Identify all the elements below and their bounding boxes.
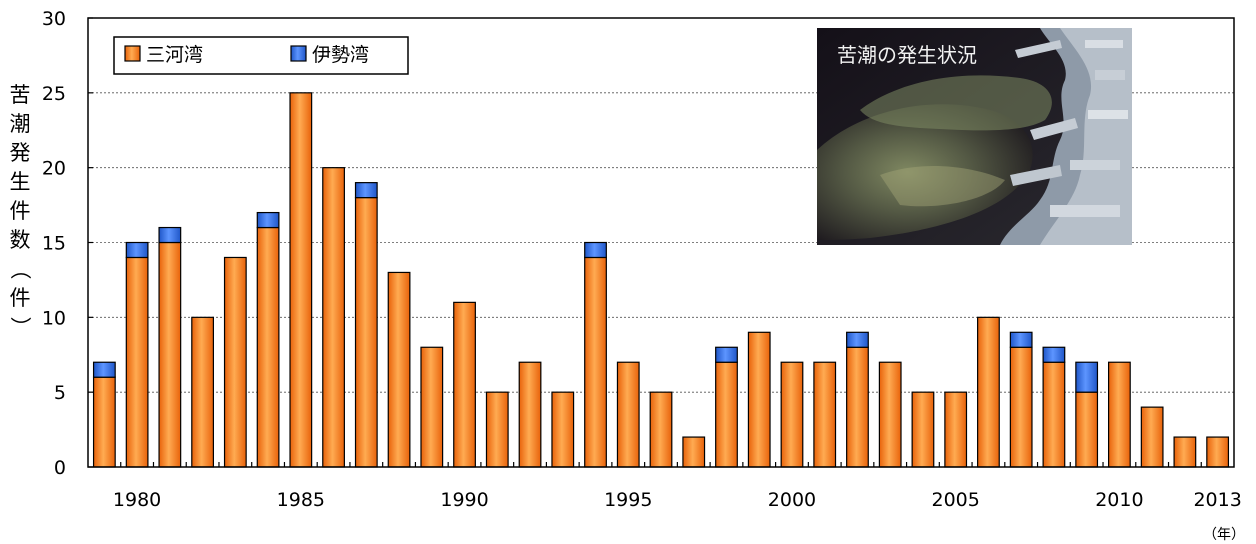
x-tick-label: 2005 bbox=[932, 489, 980, 511]
bar-mikawa-1979 bbox=[92, 376, 116, 468]
bar-mikawa-1998 bbox=[715, 361, 738, 468]
x-tick-label: 2010 bbox=[1095, 489, 1143, 511]
y-axis-label-char: 発 bbox=[10, 141, 31, 165]
x-tick-label: 1990 bbox=[440, 489, 488, 511]
bar-mikawa-1980 bbox=[125, 256, 149, 468]
y-tick-label: 15 bbox=[42, 233, 66, 255]
bar-ise-1998 bbox=[715, 346, 738, 363]
bar-mikawa-1999 bbox=[747, 331, 771, 468]
bar-ise-1980 bbox=[125, 241, 149, 259]
y-tick-label: 0 bbox=[54, 457, 66, 479]
axes bbox=[87, 17, 1235, 468]
x-tick-label: 1985 bbox=[277, 489, 325, 511]
x-axis-unit: （年） bbox=[1203, 527, 1245, 543]
y-tick-label: 30 bbox=[42, 8, 66, 30]
bar-ise-2009 bbox=[1075, 361, 1099, 393]
bar-mikawa-1987 bbox=[354, 197, 378, 468]
bar-ise-1994 bbox=[584, 241, 607, 259]
y-axis-label-char: 潮 bbox=[10, 112, 31, 136]
bar-mikawa-1994 bbox=[584, 256, 607, 468]
bar-ise-1987 bbox=[354, 182, 378, 199]
bars bbox=[92, 92, 1230, 468]
legend: 三河湾 伊勢湾 bbox=[113, 36, 409, 75]
y-tick-label: 20 bbox=[42, 158, 66, 180]
bar-mikawa-2002 bbox=[846, 346, 869, 468]
bar-mikawa-2005 bbox=[944, 391, 968, 468]
bar-mikawa-1983 bbox=[223, 256, 247, 468]
y-axis-label-char: 件 bbox=[10, 199, 31, 223]
bar-ise-1979 bbox=[92, 361, 116, 378]
y-tick-label: 10 bbox=[42, 307, 66, 329]
bar-mikawa-2010 bbox=[1107, 361, 1131, 468]
bar-mikawa-1988 bbox=[387, 271, 411, 468]
bar-mikawa-1990 bbox=[453, 301, 476, 468]
bar-mikawa-1993 bbox=[551, 391, 575, 468]
x-tick-label: 2000 bbox=[768, 489, 816, 511]
bar-mikawa-1989 bbox=[420, 346, 444, 468]
bar-mikawa-2000 bbox=[780, 361, 804, 468]
x-tick-label: 2013 bbox=[1193, 489, 1241, 511]
bar-ise-1981 bbox=[158, 226, 182, 244]
bar-mikawa-2006 bbox=[977, 316, 1000, 468]
bar-mikawa-1981 bbox=[158, 241, 182, 468]
bar-ise-2002 bbox=[846, 331, 869, 348]
bar-mikawa-1996 bbox=[649, 391, 673, 468]
legend-label-ise: 伊勢湾 bbox=[312, 44, 369, 66]
bar-mikawa-1985 bbox=[289, 92, 313, 468]
y-axis-label-char: 生 bbox=[10, 170, 31, 194]
bar-mikawa-2013 bbox=[1206, 436, 1230, 468]
legend-swatch-ise bbox=[290, 45, 307, 62]
bar-mikawa-2009 bbox=[1075, 391, 1099, 468]
y-axis-label-char: ） bbox=[8, 317, 32, 338]
bar-mikawa-2011 bbox=[1140, 406, 1164, 468]
bar-mikawa-1997 bbox=[682, 436, 706, 468]
bar-mikawa-1984 bbox=[256, 226, 280, 468]
bar-mikawa-1982 bbox=[191, 316, 215, 468]
x-tick-label: 1980 bbox=[113, 489, 161, 511]
x-tick-label: 1995 bbox=[604, 489, 652, 511]
y-tick-label: 5 bbox=[54, 382, 66, 404]
y-axis-label-char: 数 bbox=[10, 228, 31, 252]
bar-ise-2007 bbox=[1009, 331, 1033, 348]
bar-mikawa-2004 bbox=[911, 391, 935, 468]
x-tick-labels: 1980 1985 1990 1995 2000 2005 2010 2013 bbox=[113, 489, 1242, 511]
legend-label-mikawa: 三河湾 bbox=[146, 44, 203, 66]
bar-mikawa-1992 bbox=[518, 361, 542, 468]
bar-mikawa-2007 bbox=[1009, 346, 1033, 468]
bar-ise-2008 bbox=[1042, 346, 1066, 363]
bar-mikawa-1995 bbox=[616, 361, 640, 468]
y-tick-label: 25 bbox=[42, 83, 66, 105]
bar-mikawa-2003 bbox=[878, 361, 902, 468]
bar-mikawa-1991 bbox=[485, 391, 509, 468]
y-tick-labels: 0 5 10 15 20 25 30 bbox=[42, 8, 66, 479]
bar-mikawa-1986 bbox=[322, 167, 345, 468]
y-axis-label-char: 苦 bbox=[10, 83, 31, 107]
y-axis-label-char: 件 bbox=[10, 286, 31, 310]
bar-mikawa-2008 bbox=[1042, 361, 1066, 468]
y-axis-label-char: （ bbox=[8, 259, 32, 280]
bar-mikawa-2012 bbox=[1173, 436, 1197, 468]
inset-photo: 苦潮の発生状況 bbox=[817, 28, 1132, 245]
legend-swatch-mikawa bbox=[124, 45, 141, 62]
bar-ise-1984 bbox=[256, 211, 280, 229]
bar-mikawa-2001 bbox=[813, 361, 837, 468]
photo-caption: 苦潮の発生状況 bbox=[837, 43, 977, 67]
